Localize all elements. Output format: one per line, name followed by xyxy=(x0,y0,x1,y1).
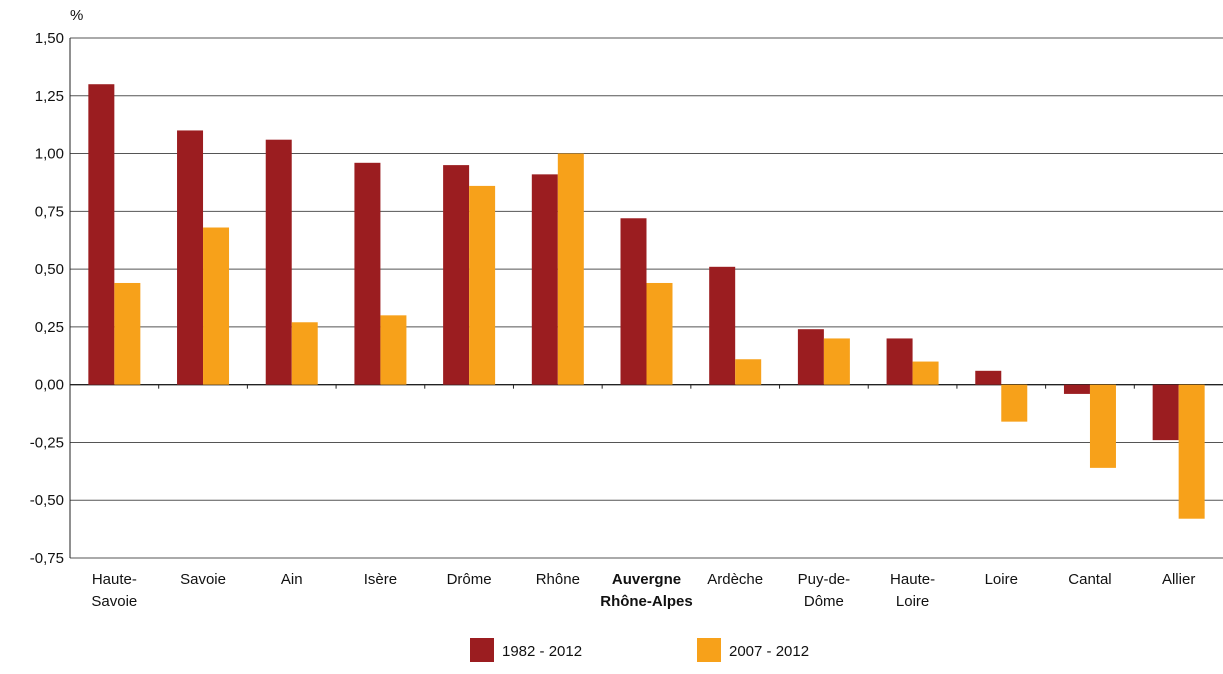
y-tick-label: -0,25 xyxy=(30,434,64,451)
category-label: Dôme xyxy=(804,593,844,610)
bar-series2 xyxy=(735,359,762,385)
category-label: Savoie xyxy=(91,593,137,610)
bar-series1 xyxy=(531,174,558,385)
category-label: Rhône-Alpes xyxy=(600,593,693,610)
category-label: Cantal xyxy=(1068,571,1111,588)
y-tick-label: -0,50 xyxy=(30,492,64,509)
y-tick-label: 1,25 xyxy=(35,88,64,105)
category-label: Haute- xyxy=(92,571,137,588)
y-unit-label: % xyxy=(70,7,83,24)
bar-series1 xyxy=(443,165,470,385)
bar-series2 xyxy=(557,153,584,385)
bar-series2 xyxy=(1089,384,1116,468)
bar-series2 xyxy=(469,185,496,385)
bar-series1 xyxy=(709,266,736,385)
y-tick-label: 0,00 xyxy=(35,377,64,394)
bar-series2 xyxy=(380,315,407,385)
bar-series1 xyxy=(177,130,204,385)
bar-series1 xyxy=(88,84,115,385)
category-label: Ain xyxy=(281,571,303,588)
legend-label: 2007 - 2012 xyxy=(729,643,809,660)
category-label: Haute- xyxy=(890,571,935,588)
category-label: Auvergne xyxy=(612,571,681,588)
category-label: Allier xyxy=(1162,571,1195,588)
category-label: Puy-de- xyxy=(798,571,851,588)
bar-series1 xyxy=(886,338,913,385)
category-label: Drôme xyxy=(447,571,492,588)
category-label: Isère xyxy=(364,571,397,588)
category-label: Ardèche xyxy=(707,571,763,588)
y-tick-label: 0,75 xyxy=(35,203,64,220)
y-tick-label: 1,00 xyxy=(35,146,64,163)
y-tick-label: -0,75 xyxy=(30,550,64,567)
category-label: Loire xyxy=(985,571,1018,588)
bar-series1 xyxy=(975,370,1002,385)
bar-series1 xyxy=(1063,384,1090,394)
bar-series2 xyxy=(291,322,318,385)
category-label: Rhône xyxy=(536,571,580,588)
y-tick-label: 1,50 xyxy=(35,30,64,47)
bar-series1 xyxy=(1152,384,1179,441)
bar-series2 xyxy=(1001,384,1028,422)
bar-series1 xyxy=(354,162,381,385)
bar-series1 xyxy=(265,139,292,385)
bar-series2 xyxy=(912,361,939,385)
legend-label: 1982 - 2012 xyxy=(502,643,582,660)
category-label: Loire xyxy=(896,593,929,610)
legend-swatch xyxy=(697,638,721,662)
bar-series2 xyxy=(646,282,673,385)
bar-series1 xyxy=(797,329,824,385)
bar-series1 xyxy=(620,218,647,385)
bar-series2 xyxy=(823,338,850,385)
legend-swatch xyxy=(470,638,494,662)
category-label: Savoie xyxy=(180,571,226,588)
y-tick-label: 0,50 xyxy=(35,261,64,278)
y-tick-label: 0,25 xyxy=(35,319,64,336)
bar-series2 xyxy=(1178,384,1205,519)
bar-series2 xyxy=(203,227,230,385)
bar-series2 xyxy=(114,282,141,385)
